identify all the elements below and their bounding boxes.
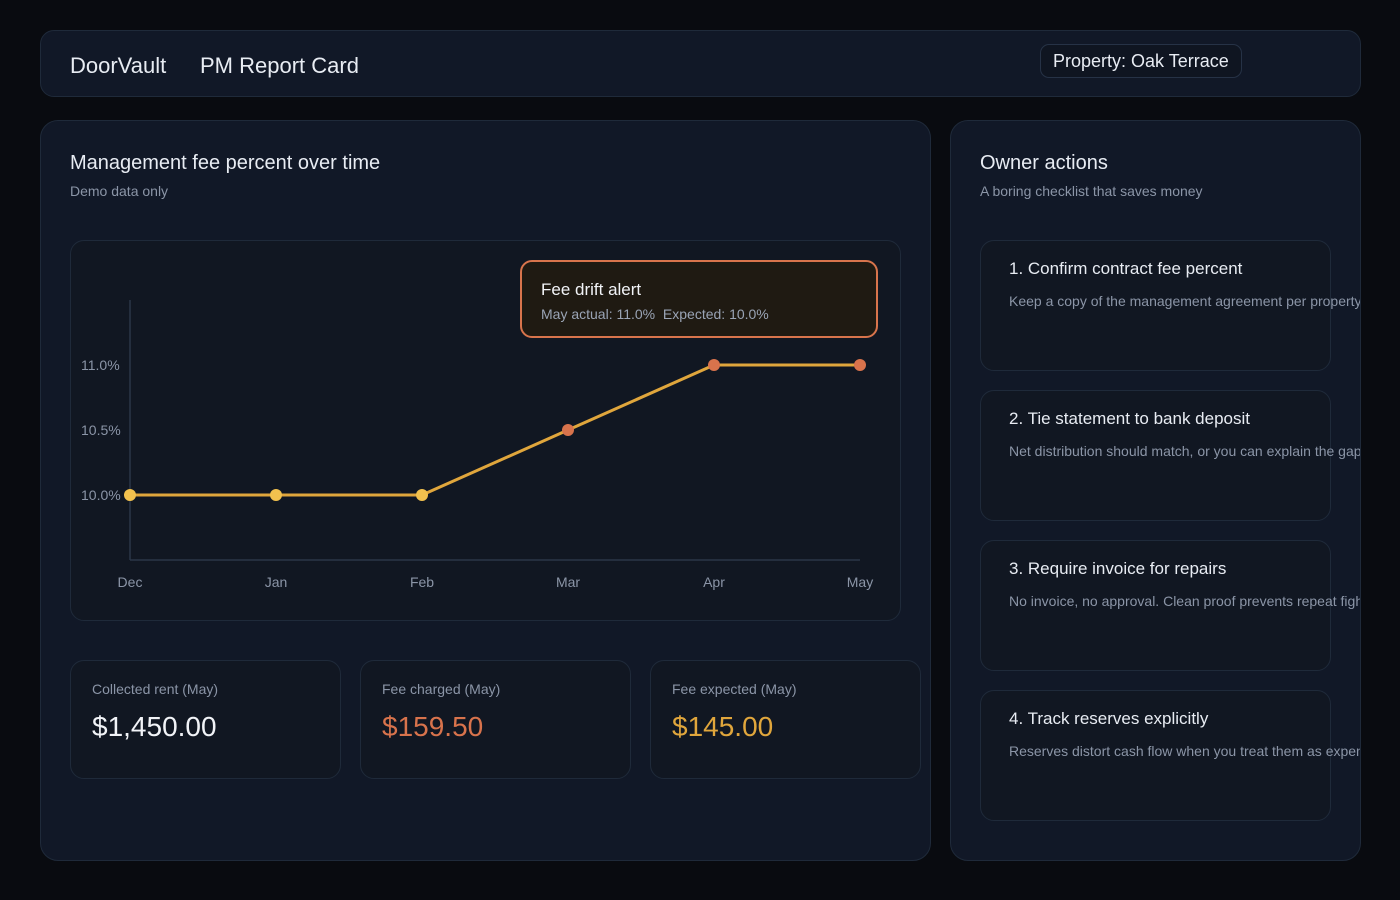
stat-value: $145.00 xyxy=(672,711,774,742)
stat-card-fee-charged: Fee charged (May) $159.50 xyxy=(360,660,631,779)
actions-panel-subtitle: A boring checklist that saves money xyxy=(980,183,1203,199)
action-item[interactable]: 1. Confirm contract fee percent Keep a c… xyxy=(980,240,1360,371)
stat-label: Collected rent (May) xyxy=(92,681,219,697)
x-tick-label: May xyxy=(847,574,873,590)
x-tick-label: Apr xyxy=(703,574,725,590)
page-title: PM Report Card xyxy=(200,53,359,78)
action-title: 1. Confirm contract fee percent xyxy=(1009,259,1243,278)
x-tick-label: Dec xyxy=(118,574,143,590)
fee-line-chart: 10.0% 10.5% 11.0% Dec Jan Feb Mar Apr May xyxy=(81,300,873,590)
action-item[interactable]: 2. Tie statement to bank deposit Net dis… xyxy=(980,390,1360,521)
action-title: 2. Tie statement to bank deposit xyxy=(1009,409,1250,428)
action-item[interactable]: 4. Track reserves explicitly Reserves di… xyxy=(980,690,1360,821)
data-point xyxy=(854,359,866,371)
data-point xyxy=(270,489,282,501)
alert-title: Fee drift alert xyxy=(541,280,642,299)
stat-value: $1,450.00 xyxy=(92,711,217,742)
property-selector[interactable]: Property: Oak Terrace xyxy=(1040,44,1242,78)
fee-drift-alert: Fee drift alert May actual: 11.0% Expect… xyxy=(520,260,878,338)
stat-value: $159.50 xyxy=(382,711,484,742)
x-tick-label: Mar xyxy=(556,574,580,590)
data-point xyxy=(708,359,720,371)
top-bar: DoorVault PM Report Card Property: Oak T… xyxy=(40,30,1361,97)
action-item[interactable]: 3. Require invoice for repairs No invoic… xyxy=(980,540,1360,671)
brand-name: DoorVault xyxy=(70,53,167,78)
action-title: 3. Require invoice for repairs xyxy=(1009,559,1227,578)
data-point xyxy=(124,489,136,501)
owner-actions-panel: Owner actions A boring checklist that sa… xyxy=(950,120,1361,861)
alert-detail: May actual: 11.0% Expected: 10.0% xyxy=(541,306,769,322)
action-description: No invoice, no approval. Clean proof pre… xyxy=(1009,593,1361,609)
action-description: Keep a copy of the management agreement … xyxy=(1009,293,1361,309)
series-line xyxy=(130,363,860,497)
action-title: 4. Track reserves explicitly xyxy=(1009,709,1209,728)
x-tick-label: Feb xyxy=(410,574,434,590)
y-tick-label: 11.0% xyxy=(81,357,120,373)
data-point xyxy=(416,489,428,501)
action-description: Reserves distort cash flow when you trea… xyxy=(1009,743,1361,759)
fee-chart: 10.0% 10.5% 11.0% Dec Jan Feb Mar Apr May Fee dr… xyxy=(70,240,901,621)
chart-panel-title: Management fee percent over time xyxy=(70,152,381,174)
actions-panel-title: Owner actions xyxy=(980,152,1108,174)
fee-chart-panel: Management fee percent over time Demo da… xyxy=(40,120,931,861)
action-description: Net distribution should match, or you ca… xyxy=(1009,443,1361,459)
stat-label: Fee charged (May) xyxy=(382,681,501,697)
data-point xyxy=(562,424,574,436)
y-tick-label: 10.0% xyxy=(81,487,121,503)
y-tick-label: 10.5% xyxy=(81,422,121,438)
stat-label: Fee expected (May) xyxy=(672,681,797,697)
x-tick-label: Jan xyxy=(265,574,288,590)
stat-card-fee-expected: Fee expected (May) $145.00 xyxy=(650,660,921,779)
chart-panel-subtitle: Demo data only xyxy=(70,183,169,199)
stat-card-collected-rent: Collected rent (May) $1,450.00 xyxy=(70,660,341,779)
